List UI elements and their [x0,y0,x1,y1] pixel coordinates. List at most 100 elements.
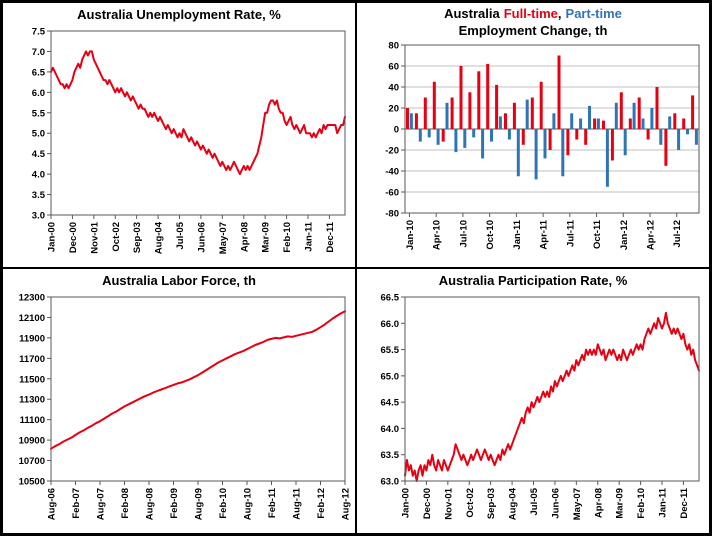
svg-text:Feb-09: Feb-09 [169,488,180,519]
svg-text:20: 20 [388,104,399,115]
svg-text:6.0: 6.0 [32,88,45,99]
labor-force-chart: 10500 10700 10900 11100 11300 11500 11700 11900… [19,293,352,521]
svg-text:Jan-10: Jan-10 [405,220,416,250]
svg-text:Jul-10: Jul-10 [458,220,469,247]
svg-text:Jan-11: Jan-11 [304,221,315,251]
employment-change-title-line1: Australia Full-time, Part-time [444,6,622,21]
svg-text:65.5: 65.5 [381,345,400,356]
svg-text:11100: 11100 [20,415,45,426]
svg-text:Oct-02: Oct-02 [111,222,122,252]
svg-text:Feb-08: Feb-08 [120,488,131,519]
svg-text:12100: 12100 [19,313,45,324]
svg-text:Dec-11: Dec-11 [679,487,690,518]
svg-text:Dec-00: Dec-00 [422,488,433,519]
unemployment-rate-panel: Australia Unemployment Rate, % 3.0 3.5 4.0… [2,2,356,268]
svg-text:Feb-07: Feb-07 [71,488,82,519]
fulltime-legend-label: Full-time [503,6,558,21]
svg-text:40: 40 [388,83,399,94]
svg-text:63.5: 63.5 [381,450,400,461]
svg-text:60: 60 [388,62,399,73]
svg-text:Jun-06: Jun-06 [196,222,207,253]
svg-text:Jun-06: Jun-06 [550,488,561,519]
svg-text:Aug-10: Aug-10 [243,488,254,520]
svg-text:64.0: 64.0 [381,424,400,435]
svg-text:May-07: May-07 [218,222,229,254]
svg-text:Aug-04: Aug-04 [154,221,165,254]
svg-text:7.0: 7.0 [32,47,45,58]
svg-text:63.0: 63.0 [381,477,400,488]
svg-text:Aug-08: Aug-08 [145,488,156,520]
svg-text:Feb-12: Feb-12 [316,488,327,519]
svg-text:10900: 10900 [19,436,45,447]
svg-text:11900: 11900 [19,333,45,344]
svg-text:10700: 10700 [19,456,45,467]
svg-text:Oct-02: Oct-02 [465,488,476,518]
svg-text:3.0: 3.0 [32,211,45,222]
svg-text:65.0: 65.0 [381,371,400,382]
svg-text:80: 80 [388,41,399,52]
employment-change-title-line2: Employment Change, th [458,23,608,38]
svg-text:Dec-00: Dec-00 [68,222,79,253]
parttime-legend-label: Part-time [565,6,622,21]
svg-text:Nov-01: Nov-01 [443,487,454,519]
svg-text:4.0: 4.0 [32,170,45,181]
svg-text:Jan-00: Jan-00 [401,488,412,518]
svg-text:66.0: 66.0 [381,319,400,330]
svg-text:Apr-11: Apr-11 [539,219,550,249]
employment-change-chart: -80 -60 -40 -20 0 20 40 60 80 Jan-10 Apr-10 Jul-10 O… [385,41,700,250]
svg-text:Aug-04: Aug-04 [508,487,519,520]
svg-text:Oct-11: Oct-11 [592,219,603,249]
svg-text:11300: 11300 [19,395,45,406]
svg-text:Jul-05: Jul-05 [175,221,186,249]
svg-text:Jul-11: Jul-11 [565,219,576,247]
svg-text:12300: 12300 [19,293,45,304]
svg-text:5.0: 5.0 [32,129,45,140]
svg-text:Jan-12: Jan-12 [619,220,630,250]
svg-text:Aug-11: Aug-11 [292,487,303,519]
svg-text:11700: 11700 [19,354,45,365]
svg-text:Jul-12: Jul-12 [672,220,683,247]
svg-text:4.5: 4.5 [32,149,46,160]
svg-text:Aug-12: Aug-12 [341,488,352,520]
svg-text:64.5: 64.5 [381,398,400,409]
svg-text:Apr-12: Apr-12 [646,220,657,250]
svg-text:7.5: 7.5 [32,27,46,38]
participation-rate-chart: 63.0 63.5 64.0 64.5 65.0 65.5 66.0 66.5 Jan-00 De… [381,293,700,520]
labor-force-title: Australia Labor Force, th [102,273,256,288]
svg-text:Sep-03: Sep-03 [486,488,497,519]
unemployment-rate-chart: 3.0 3.5 4.0 4.5 5.0 5.5 6.0 6.5 7.0 7.5 Jan-00 Dec-… [32,27,346,254]
svg-text:Apr-10: Apr-10 [432,220,443,250]
svg-text:Dec-11: Dec-11 [325,221,336,252]
svg-text:Apr-08: Apr-08 [239,222,250,252]
svg-text:Feb-11: Feb-11 [267,487,278,518]
svg-text:Aug-07: Aug-07 [96,488,107,520]
svg-text:Jan-11: Jan-11 [512,219,523,249]
employment-change-title: Australia Full-time, Part-time Employment … [359,5,707,39]
svg-text:Feb-10: Feb-10 [636,488,647,519]
svg-text:Feb-10: Feb-10 [218,488,229,519]
svg-text:Feb-10: Feb-10 [282,222,293,253]
employment-change-panel: Australia Full-time, Part-time Employment … [356,2,710,268]
svg-text:Jul-05: Jul-05 [529,487,540,515]
svg-text:Jan-00: Jan-00 [47,222,58,252]
svg-text:-40: -40 [385,167,399,178]
svg-text:Oct-10: Oct-10 [485,220,496,250]
svg-text:66.5: 66.5 [381,293,400,304]
svg-text:3.5: 3.5 [32,190,46,201]
svg-text:Aug-09: Aug-09 [194,488,205,520]
svg-text:Aug-06: Aug-06 [47,488,58,520]
svg-text:Mar-09: Mar-09 [261,222,272,253]
svg-text:6.5: 6.5 [32,67,46,78]
svg-text:Sep-03: Sep-03 [132,222,143,253]
svg-text:-20: -20 [385,146,399,157]
svg-text:-60: -60 [385,188,399,199]
svg-text:Apr-08: Apr-08 [593,488,604,518]
participation-rate-panel: Australia Participation Rate, % 63.0 63.5… [356,268,710,534]
svg-text:5.5: 5.5 [32,108,46,119]
svg-text:Nov-01: Nov-01 [89,221,100,253]
svg-text:0: 0 [394,125,399,136]
svg-text:May-07: May-07 [572,488,583,520]
participation-rate-title: Australia Participation Rate, % [438,273,628,288]
svg-text:Mar-09: Mar-09 [615,488,626,519]
labor-force-panel: Australia Labor Force, th 10500 10700 1090… [2,268,356,534]
